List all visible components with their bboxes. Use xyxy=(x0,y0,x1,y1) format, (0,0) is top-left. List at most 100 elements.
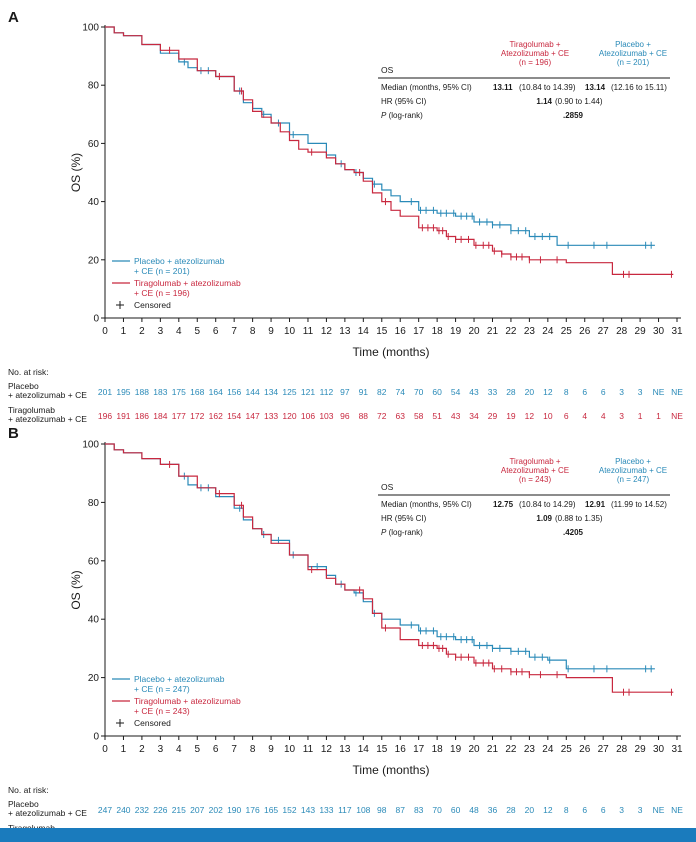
x-tick-label: 20 xyxy=(468,326,480,337)
at-risk-value: 133 xyxy=(264,411,278,421)
x-tick-label: 22 xyxy=(505,326,517,337)
at-risk-row-label: Placebo xyxy=(8,381,39,391)
at-risk-value: 48 xyxy=(469,805,479,815)
at-risk-value: 4 xyxy=(601,411,606,421)
at-risk-value: 60 xyxy=(451,805,461,815)
at-risk-value: 201 xyxy=(98,387,112,397)
stats-median-label: Median (months, 95% CI) xyxy=(381,83,472,92)
at-risk-value: NE xyxy=(671,387,683,397)
at-risk-value: 70 xyxy=(414,387,424,397)
at-risk-value: NE xyxy=(653,805,665,815)
at-risk-value: 156 xyxy=(227,387,241,397)
stats-p-value: .2859 xyxy=(563,111,584,120)
stats-col2-header: Placebo + xyxy=(615,40,651,49)
stats-hr-label: HR (95% CI) xyxy=(381,97,427,106)
x-tick-label: 24 xyxy=(542,326,554,337)
at-risk-value: 6 xyxy=(601,805,606,815)
x-tick-label: 0 xyxy=(102,326,108,337)
at-risk-value: 133 xyxy=(319,805,333,815)
x-tick-label: 4 xyxy=(176,744,182,755)
at-risk-value: 125 xyxy=(282,387,296,397)
stats-median-placebo-ci: (12.16 to 15.11) xyxy=(611,83,667,92)
stats-col2-header: Placebo + xyxy=(615,457,651,466)
stats-heading: OS xyxy=(381,65,394,75)
stats-median-placebo: 12.91 xyxy=(585,500,606,509)
stats-hr-value: 1.09 xyxy=(536,514,552,523)
at-risk-heading: No. at risk: xyxy=(8,367,49,377)
at-risk-value: 12 xyxy=(543,805,553,815)
stats-median-tira-ci: (10.84 to 14.29) xyxy=(519,500,576,509)
x-tick-label: 18 xyxy=(432,326,444,337)
at-risk-value: 143 xyxy=(301,805,315,815)
at-risk-value: 28 xyxy=(506,805,516,815)
stats-median-placebo-ci: (11.99 to 14.52) xyxy=(611,500,667,509)
x-tick-label: 3 xyxy=(158,326,164,337)
x-tick-label: 18 xyxy=(432,744,444,755)
at-risk-value: 20 xyxy=(525,805,535,815)
at-risk-row-label: Placebo xyxy=(8,799,39,809)
x-tick-label: 12 xyxy=(321,744,333,755)
x-tick-label: 15 xyxy=(376,326,388,337)
x-tick-label: 16 xyxy=(395,326,407,337)
x-tick-label: 21 xyxy=(487,326,499,337)
at-risk-value: 152 xyxy=(282,805,296,815)
at-risk-value: 83 xyxy=(414,805,424,815)
legend-label-placebo: Placebo + atezolizumab xyxy=(134,256,225,266)
at-risk-value: 207 xyxy=(190,805,204,815)
x-tick-label: 30 xyxy=(653,744,665,755)
at-risk-value: 188 xyxy=(135,387,149,397)
at-risk-value: 103 xyxy=(319,411,333,421)
x-tick-label: 1 xyxy=(121,326,127,337)
at-risk-value: 72 xyxy=(377,411,387,421)
stats-p-label: P (log-rank) xyxy=(381,528,423,537)
at-risk-value: 36 xyxy=(488,805,498,815)
at-risk-value: 91 xyxy=(359,387,369,397)
at-risk-value: 8 xyxy=(564,387,569,397)
stats-col2-header: Atezolizumab + CE xyxy=(599,466,667,475)
stats-p-value: .4205 xyxy=(563,528,584,537)
at-risk-value: 176 xyxy=(246,805,260,815)
at-risk-value: 195 xyxy=(116,387,130,397)
at-risk-value: 117 xyxy=(338,805,352,815)
at-risk-value: 19 xyxy=(506,411,516,421)
stats-col1-header: Atezolizumab + CE xyxy=(501,49,569,58)
x-tick-label: 29 xyxy=(635,326,647,337)
at-risk-value: 232 xyxy=(135,805,149,815)
x-tick-label: 11 xyxy=(303,326,314,337)
x-tick-label: 6 xyxy=(213,744,219,755)
stats-median-label: Median (months, 95% CI) xyxy=(381,500,472,509)
x-tick-label: 15 xyxy=(376,744,388,755)
x-axis-title: Time (months) xyxy=(353,345,430,359)
at-risk-value: NE xyxy=(671,805,683,815)
x-tick-label: 5 xyxy=(194,326,200,337)
at-risk-value: NE xyxy=(671,411,683,421)
x-tick-label: 17 xyxy=(413,326,425,337)
x-tick-label: 6 xyxy=(213,326,219,337)
at-risk-heading: No. at risk: xyxy=(8,785,49,795)
at-risk-value: 1 xyxy=(656,411,661,421)
at-risk-value: 202 xyxy=(209,805,223,815)
panel-label: A xyxy=(8,9,19,26)
at-risk-value: 3 xyxy=(638,805,643,815)
y-tick-label: 20 xyxy=(88,673,100,684)
x-tick-label: 9 xyxy=(268,744,274,755)
at-risk-value: 6 xyxy=(564,411,569,421)
x-tick-label: 16 xyxy=(395,744,407,755)
stats-median-placebo: 13.14 xyxy=(585,83,606,92)
x-tick-label: 3 xyxy=(158,744,164,755)
legend-label-tira: Tiragolumab + atezolizumab xyxy=(134,278,241,288)
km-curve-tira xyxy=(105,26,674,275)
at-risk-value: 226 xyxy=(153,805,167,815)
x-tick-label: 8 xyxy=(250,744,256,755)
at-risk-row-label: + atezolizumab + CE xyxy=(8,808,87,818)
x-tick-label: 23 xyxy=(524,326,536,337)
x-tick-label: 27 xyxy=(598,326,610,337)
stats-col1-header: Atezolizumab + CE xyxy=(501,466,569,475)
x-tick-label: 31 xyxy=(671,744,683,755)
at-risk-row-label: + atezolizumab + CE xyxy=(8,414,87,424)
stats-median-tira: 12.75 xyxy=(493,500,514,509)
at-risk-value: 43 xyxy=(451,411,461,421)
stats-col1-header: (n = 243) xyxy=(519,475,552,484)
at-risk-value: 97 xyxy=(340,387,350,397)
